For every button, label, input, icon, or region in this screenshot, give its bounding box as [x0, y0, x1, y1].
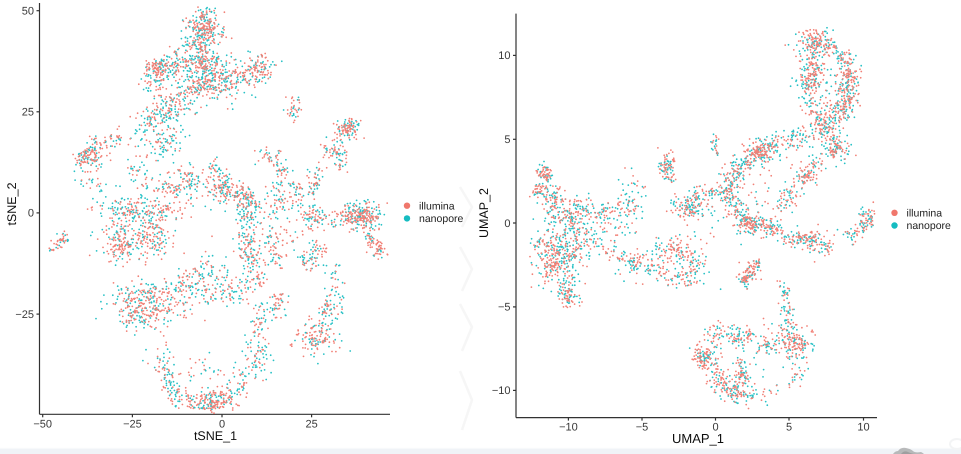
svg-text:tSNE_1: tSNE_1: [194, 429, 237, 443]
svg-text:0: 0: [504, 218, 510, 230]
svg-text:0: 0: [28, 208, 34, 220]
svg-text:UMAP_1: UMAP_1: [672, 431, 724, 446]
svg-text:0: 0: [712, 422, 718, 434]
svg-text:0: 0: [219, 418, 225, 430]
svg-text:−25: −25: [15, 309, 34, 321]
svg-text:−5: −5: [498, 302, 511, 314]
svg-text:25: 25: [22, 107, 34, 119]
svg-text:illumina: illumina: [419, 200, 455, 212]
svg-text:UMAP_2: UMAP_2: [477, 188, 491, 238]
svg-text:5: 5: [786, 422, 792, 434]
svg-text:10: 10: [498, 50, 510, 62]
svg-text:tSNE_2: tSNE_2: [5, 182, 19, 225]
svg-text:−50: −50: [33, 418, 52, 430]
svg-text:−10: −10: [559, 422, 578, 434]
svg-text:nanopore: nanopore: [419, 213, 464, 225]
svg-text:10: 10: [857, 422, 869, 434]
svg-text:5: 5: [504, 134, 510, 146]
svg-text:−25: −25: [123, 418, 142, 430]
svg-text:50: 50: [22, 6, 34, 18]
svg-text:25: 25: [305, 418, 317, 430]
svg-text:−10: −10: [492, 385, 511, 397]
svg-text:illumina: illumina: [907, 207, 943, 219]
svg-text:−5: −5: [636, 422, 649, 434]
svg-text:nanopore: nanopore: [907, 220, 952, 232]
